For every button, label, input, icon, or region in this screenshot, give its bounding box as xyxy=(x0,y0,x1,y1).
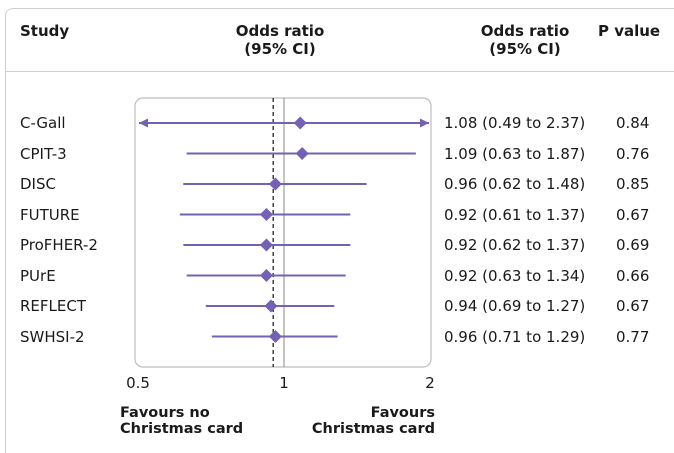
odds-ratio-ci-text: 0.92 (0.63 to 1.34) xyxy=(444,266,586,285)
p-value-text: 0.84 xyxy=(616,114,650,132)
p-value-text: 0.67 xyxy=(616,297,650,315)
x-tick-label: 2 xyxy=(425,374,435,392)
header-or-text-line2: (95% CI) xyxy=(489,40,561,58)
favours-right-line1: Favours xyxy=(370,405,435,421)
point-estimate-marker xyxy=(259,238,273,252)
header-divider xyxy=(6,71,674,72)
header-or-text-line1: Odds ratio xyxy=(480,22,570,40)
header-or-text: Odds ratio (95% CI) xyxy=(465,22,585,58)
study-name: ProFHER-2 xyxy=(20,236,98,254)
header-or-plot: Odds ratio (95% CI) xyxy=(205,22,355,58)
header-or-plot-line1: Odds ratio xyxy=(235,22,325,40)
point-estimate-marker xyxy=(293,116,307,130)
header-study: Study xyxy=(20,22,70,40)
study-name: FUTURE xyxy=(20,205,80,224)
p-value-text: 0.77 xyxy=(616,327,650,346)
point-estimate-marker xyxy=(264,299,278,313)
odds-ratio-ci-text: 0.94 (0.69 to 1.27) xyxy=(444,297,586,315)
point-estimate-marker xyxy=(259,208,273,221)
ci-arrow-left xyxy=(139,118,148,128)
p-value-text: 0.69 xyxy=(616,236,650,254)
study-name: C-Gall xyxy=(20,114,66,132)
study-name: CPIT-3 xyxy=(20,144,67,163)
study-name: PUrE xyxy=(20,266,56,285)
odds-ratio-ci-text: 0.92 (0.62 to 1.37) xyxy=(444,236,586,254)
study-name: REFLECT xyxy=(20,297,86,315)
header-or-plot-line2: (95% CI) xyxy=(244,40,316,58)
x-tick-label: 0.5 xyxy=(126,374,150,392)
study-name: SWHSI-2 xyxy=(20,327,85,346)
favours-right-line2: Christmas card xyxy=(311,421,435,437)
favours-no-card-label: Favours no Christmas card xyxy=(120,405,243,437)
point-estimate-marker xyxy=(295,147,309,160)
point-estimate-marker xyxy=(268,177,282,191)
favours-left-line2: Christmas card xyxy=(120,421,244,437)
point-estimate-marker xyxy=(259,269,273,282)
odds-ratio-ci-text: 1.08 (0.49 to 2.37) xyxy=(444,114,586,132)
odds-ratio-ci-text: 0.92 (0.61 to 1.37) xyxy=(444,205,586,224)
odds-ratio-ci-text: 1.09 (0.63 to 1.87) xyxy=(444,144,586,163)
p-value-text: 0.76 xyxy=(616,144,650,163)
favours-left-line1: Favours no xyxy=(120,405,210,421)
x-tick-label: 1 xyxy=(279,374,289,392)
study-name: DISC xyxy=(20,175,56,193)
ci-arrow-right xyxy=(420,118,429,128)
point-estimate-marker xyxy=(268,330,282,343)
table-frame xyxy=(5,8,674,453)
header-p-value: P value xyxy=(598,22,661,40)
p-value-text: 0.85 xyxy=(616,175,650,193)
odds-ratio-ci-text: 0.96 (0.62 to 1.48) xyxy=(444,175,586,193)
plot-frame xyxy=(134,97,432,368)
p-value-text: 0.67 xyxy=(616,205,650,224)
odds-ratio-ci-text: 0.96 (0.71 to 1.29) xyxy=(444,327,586,346)
favours-card-label: Favours Christmas card xyxy=(280,405,435,437)
p-value-text: 0.66 xyxy=(616,266,650,285)
